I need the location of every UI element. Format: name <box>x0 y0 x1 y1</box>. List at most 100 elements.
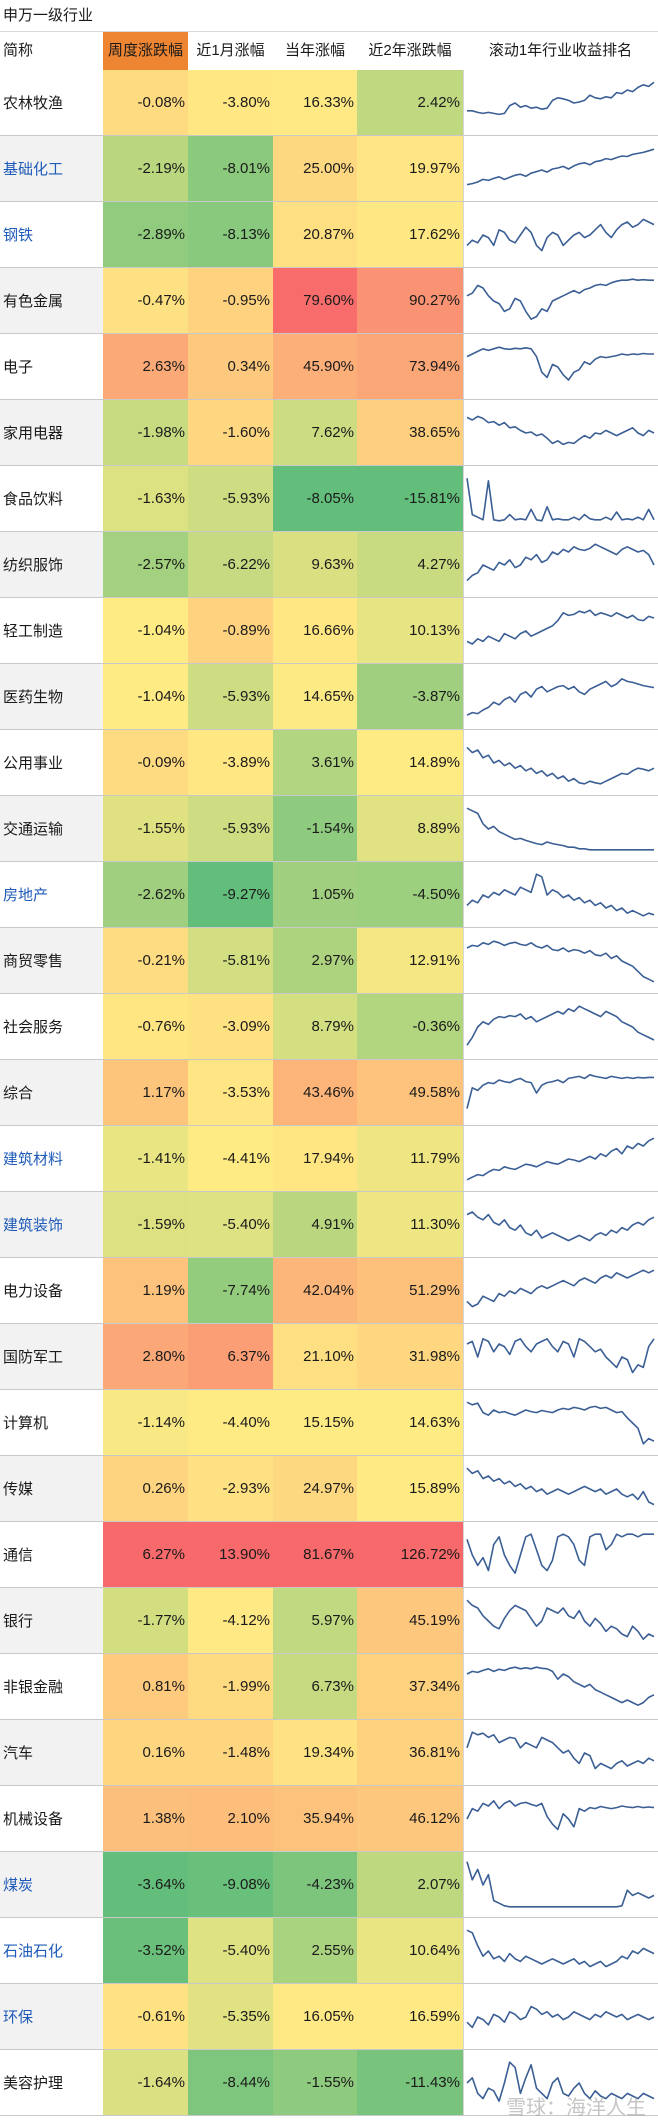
table-row[interactable]: 传媒 0.26% -2.93% 24.97% 15.89% <box>0 1456 658 1522</box>
table-row[interactable]: 基础化工 -2.19% -8.01% 25.00% 19.97% <box>0 136 658 202</box>
rank-sparkline-cell <box>463 1126 658 1191</box>
table-row[interactable]: 环保 -0.61% -5.35% 16.05% 16.59% <box>0 1984 658 2050</box>
header-rank[interactable]: 滚动1年行业收益排名 <box>488 42 633 59</box>
cell-two-year: 2.42% <box>357 70 463 135</box>
table-row[interactable]: 家用电器 -1.98% -1.60% 7.62% 38.65% <box>0 400 658 466</box>
header-name[interactable]: 简称 <box>3 42 34 59</box>
header-month[interactable]: 近1月涨幅 <box>196 42 265 59</box>
industry-name: 传媒 <box>0 1456 103 1521</box>
table-row[interactable]: 食品饮料 -1.63% -5.93% -8.05% -15.81% <box>0 466 658 532</box>
table-row[interactable]: 公用事业 -0.09% -3.89% 3.61% 14.89% <box>0 730 658 796</box>
industry-name[interactable]: 钢铁 <box>0 202 103 267</box>
table-row[interactable]: 农林牧渔 -0.08% -3.80% 16.33% 2.42% <box>0 70 658 136</box>
table-title: 申万一级行业 <box>0 0 658 32</box>
table-row[interactable]: 石油石化 -3.52% -5.40% 2.55% 10.64% <box>0 1918 658 1984</box>
rank-sparkline <box>466 1730 655 1769</box>
cell-two-year: 11.30% <box>357 1192 463 1257</box>
table-row[interactable]: 医药生物 -1.04% -5.93% 14.65% -3.87% <box>0 664 658 730</box>
industry-name[interactable]: 煤炭 <box>0 1852 103 1917</box>
header-ytd[interactable]: 当年涨幅 <box>284 42 345 59</box>
rank-sparkline <box>466 1799 655 1830</box>
rank-sparkline-cell <box>463 1918 658 1983</box>
rank-sparkline <box>466 1599 655 1640</box>
rank-sparkline-cell <box>463 532 658 597</box>
cell-weekly: -1.41% <box>103 1126 188 1191</box>
table-row[interactable]: 美容护理 -1.64% -8.44% -1.55% -11.43% <box>0 2050 658 2116</box>
cell-month: -2.93% <box>188 1456 273 1521</box>
industry-name: 国防军工 <box>0 1324 103 1389</box>
table-row[interactable]: 房地产 -2.62% -9.27% 1.05% -4.50% <box>0 862 658 928</box>
table-row[interactable]: 社会服务 -0.76% -3.09% 8.79% -0.36% <box>0 994 658 1060</box>
table-row[interactable]: 汽车 0.16% -1.48% 19.34% 36.81% <box>0 1720 658 1786</box>
table-row[interactable]: 通信 6.27% 13.90% 81.67% 126.72% <box>0 1522 658 1588</box>
rank-sparkline <box>466 1665 655 1706</box>
cell-ytd: 35.94% <box>273 1786 357 1851</box>
cell-month: -5.93% <box>188 796 273 861</box>
rank-line <box>466 1730 655 1769</box>
industry-name: 电力设备 <box>0 1258 103 1323</box>
table-row[interactable]: 建筑材料 -1.41% -4.41% 17.94% 11.79% <box>0 1126 658 1192</box>
cell-month: -6.22% <box>188 532 273 597</box>
cell-two-year: -0.36% <box>357 994 463 1059</box>
table-row[interactable]: 煤炭 -3.64% -9.08% -4.23% 2.07% <box>0 1852 658 1918</box>
table-row[interactable]: 国防军工 2.80% 6.37% 21.10% 31.98% <box>0 1324 658 1390</box>
rank-line <box>466 1004 655 1046</box>
cell-two-year: 49.58% <box>357 1060 463 1125</box>
rank-sparkline-cell <box>463 1258 658 1323</box>
industry-name[interactable]: 房地产 <box>0 862 103 927</box>
table-row[interactable]: 非银金融 0.81% -1.99% 6.73% 37.34% <box>0 1654 658 1720</box>
cell-month: -5.40% <box>188 1192 273 1257</box>
industry-name[interactable]: 石油石化 <box>0 1918 103 1983</box>
cell-month: -5.93% <box>188 466 273 531</box>
table-row[interactable]: 轻工制造 -1.04% -0.89% 16.66% 10.13% <box>0 598 658 664</box>
table-row[interactable]: 机械设备 1.38% 2.10% 35.94% 46.12% <box>0 1786 658 1852</box>
cell-month: -7.74% <box>188 1258 273 1323</box>
rank-sparkline <box>466 1004 655 1046</box>
industry-name[interactable]: 基础化工 <box>0 136 103 201</box>
table-row[interactable]: 钢铁 -2.89% -8.13% 20.87% 17.62% <box>0 202 658 268</box>
industry-name: 食品饮料 <box>0 466 103 531</box>
cell-month: -4.40% <box>188 1390 273 1455</box>
table-row[interactable]: 商贸零售 -0.21% -5.81% 2.97% 12.91% <box>0 928 658 994</box>
table-row[interactable]: 交通运输 -1.55% -5.93% -1.54% 8.89% <box>0 796 658 862</box>
header-two-year[interactable]: 近2年涨跌幅 <box>368 42 452 59</box>
industry-name[interactable]: 环保 <box>0 1984 103 2049</box>
industry-name[interactable]: 建筑装饰 <box>0 1192 103 1257</box>
cell-two-year: 14.63% <box>357 1390 463 1455</box>
cell-ytd: 16.05% <box>273 1984 357 2049</box>
rank-sparkline-cell <box>463 1786 658 1851</box>
table-row[interactable]: 综合 1.17% -3.53% 43.46% 49.58% <box>0 1060 658 1126</box>
header-weekly[interactable]: 周度涨跌幅 <box>103 32 188 70</box>
cell-month: -0.95% <box>188 268 273 333</box>
rank-sparkline-cell <box>463 202 658 267</box>
cell-weekly: -2.89% <box>103 202 188 267</box>
cell-month: -4.41% <box>188 1126 273 1191</box>
cell-month: -9.27% <box>188 862 273 927</box>
table-row[interactable]: 电力设备 1.19% -7.74% 42.04% 51.29% <box>0 1258 658 1324</box>
rank-sparkline-cell <box>463 1456 658 1521</box>
table-row[interactable]: 纺织服饰 -2.57% -6.22% 9.63% 4.27% <box>0 532 658 598</box>
rank-line <box>466 1599 655 1640</box>
cell-ytd: -1.55% <box>273 2050 357 2115</box>
table-row[interactable]: 建筑装饰 -1.59% -5.40% 4.91% 11.30% <box>0 1192 658 1258</box>
cell-ytd: 3.61% <box>273 730 357 795</box>
table-row[interactable]: 电子 2.63% 0.34% 45.90% 73.94% <box>0 334 658 400</box>
table-row[interactable]: 有色金属 -0.47% -0.95% 79.60% 90.27% <box>0 268 658 334</box>
cell-month: -0.89% <box>188 598 273 663</box>
cell-two-year: 51.29% <box>357 1258 463 1323</box>
cell-weekly: 0.16% <box>103 1720 188 1785</box>
cell-ytd: 7.62% <box>273 400 357 465</box>
cell-month: 13.90% <box>188 1522 273 1587</box>
rank-sparkline <box>466 2060 655 2102</box>
rank-sparkline-cell <box>463 1522 658 1587</box>
cell-two-year: 17.62% <box>357 202 463 267</box>
rank-sparkline-cell <box>463 1654 658 1719</box>
cell-ytd: 24.97% <box>273 1456 357 1521</box>
table-row[interactable]: 银行 -1.77% -4.12% 5.97% 45.19% <box>0 1588 658 1654</box>
rank-line <box>466 1136 655 1181</box>
rank-line <box>466 1532 654 1574</box>
table-row[interactable]: 计算机 -1.14% -4.40% 15.15% 14.63% <box>0 1390 658 1456</box>
cell-month: -1.48% <box>188 1720 273 1785</box>
industry-name[interactable]: 建筑材料 <box>0 1126 103 1191</box>
cell-ytd: 45.90% <box>273 334 357 399</box>
